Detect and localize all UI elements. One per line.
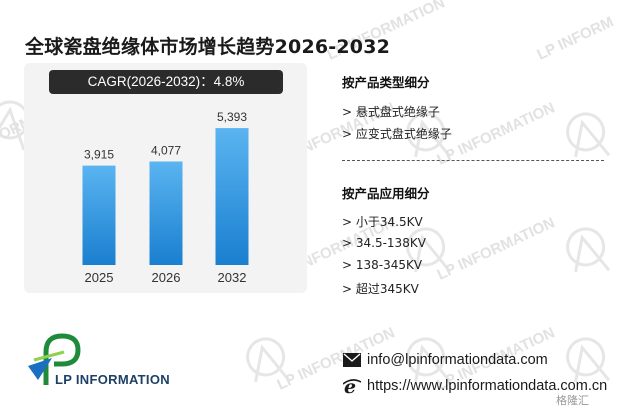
bar-2032 bbox=[215, 128, 249, 265]
value-label-2025: 3,915 bbox=[84, 148, 114, 162]
by-application-heading: 按产品应用细分 bbox=[342, 186, 430, 201]
section-divider bbox=[342, 160, 604, 161]
ie-browser-icon: e bbox=[343, 377, 361, 395]
by-product-heading: 按产品类型细分 bbox=[342, 75, 430, 90]
page-title: 全球瓷盘绝缘体市场增长趋势2026-2032 bbox=[25, 36, 391, 58]
bar-2025 bbox=[82, 165, 116, 265]
product-item-1: > 悬式盘式绝缘子 bbox=[342, 105, 440, 119]
value-label-2026: 4,077 bbox=[151, 144, 181, 158]
email-row: info@lpinformationdata.com bbox=[343, 352, 548, 368]
application-item-2: > 34.5-138KV bbox=[342, 236, 426, 250]
website-link[interactable]: https://www.lpinformationdata.com.cn bbox=[367, 378, 608, 394]
application-item-1: > 小于34.5KV bbox=[342, 215, 423, 229]
envelope-icon bbox=[343, 353, 361, 367]
x-tick-label-2032: 2032 bbox=[218, 270, 247, 285]
application-item-3: > 138-345KV bbox=[342, 258, 423, 272]
x-tick-label-2025: 2025 bbox=[85, 270, 114, 285]
application-item-4: > 超过345KV bbox=[342, 282, 419, 296]
value-label-2032: 5,393 bbox=[217, 110, 247, 124]
logo-text: LP INFORMATION bbox=[55, 372, 170, 387]
website-row: e https://www.lpinformationdata.com.cn bbox=[343, 377, 607, 395]
lp-logo-icon bbox=[28, 333, 81, 385]
cagr-label: CAGR(2026-2032)：4.8% bbox=[49, 70, 283, 94]
product-item-2: > 应变式盘式绝缘子 bbox=[342, 127, 452, 141]
email-link[interactable]: info@lpinformationdata.com bbox=[367, 352, 548, 368]
source-badge: 格隆汇 bbox=[556, 395, 589, 407]
x-tick-label-2026: 2026 bbox=[152, 270, 181, 285]
bar-2026 bbox=[149, 161, 183, 265]
